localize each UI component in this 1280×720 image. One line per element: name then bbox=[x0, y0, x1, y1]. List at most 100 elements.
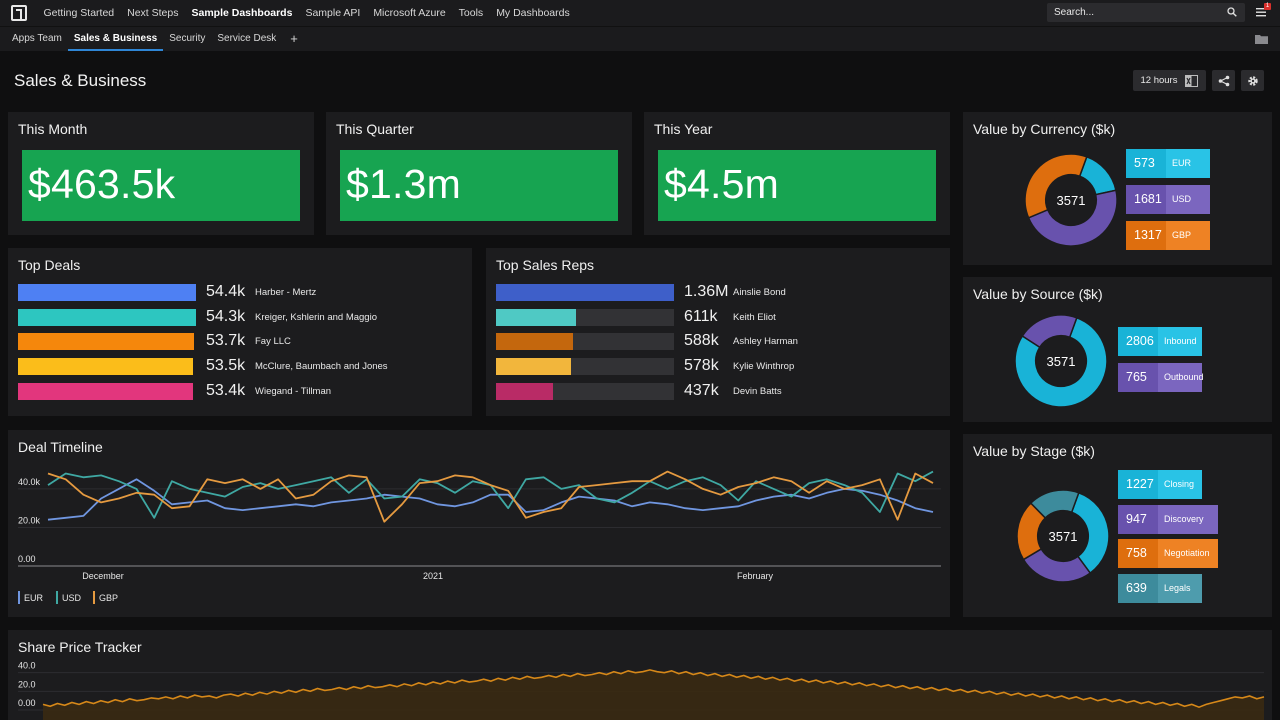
value-by-source-panel: Value by Source ($k) 3571 2806 Inbound 765 O… bbox=[963, 277, 1272, 422]
kpi-tile: $1.3m bbox=[340, 150, 618, 221]
gear-icon bbox=[1247, 75, 1258, 86]
tab-service-desk[interactable]: Service Desk bbox=[217, 33, 277, 44]
legend-swatch bbox=[93, 591, 95, 604]
legend-label: Outbound bbox=[1158, 363, 1204, 392]
donut-slice-usd[interactable] bbox=[1027, 189, 1118, 247]
donut-chart: 3571 bbox=[1024, 153, 1118, 247]
bar-label: Wiegand - Tillman bbox=[255, 385, 332, 397]
kpi-title: This Year bbox=[654, 121, 713, 137]
series-line-gbp[interactable] bbox=[47, 470, 934, 523]
bar-fill bbox=[18, 358, 193, 376]
legend-item-eur[interactable]: 573 EUR bbox=[1126, 149, 1210, 178]
nav-item-sample-dashboards[interactable]: Sample Dashboards bbox=[191, 7, 293, 19]
legend-label: USD bbox=[1166, 185, 1210, 214]
kpi-title: This Month bbox=[18, 121, 88, 137]
nav-item-my-dashboards[interactable]: My Dashboards bbox=[496, 7, 570, 19]
tab-sales-business[interactable]: Sales & Business bbox=[67, 27, 164, 51]
bar-row: 53.7k Fay LLC bbox=[18, 332, 458, 351]
bar-value: 437k bbox=[684, 381, 719, 399]
nav-item-microsoft-azure[interactable]: Microsoft Azure bbox=[373, 7, 446, 19]
legend-value: 758 bbox=[1118, 539, 1158, 568]
donut-total: 3571 bbox=[1049, 529, 1078, 544]
search-input[interactable]: Search... bbox=[1047, 3, 1245, 22]
deal-timeline-panel: Deal Timeline 0.00 20.0k 40.0k December 2021… bbox=[8, 430, 950, 617]
share-price-chart: 0.00 20.0 40.0 bbox=[18, 661, 1265, 720]
bar-row: 53.4k Wiegand - Tillman bbox=[18, 382, 458, 400]
nav-item-tools[interactable]: Tools bbox=[458, 7, 484, 19]
dashboard-tabs: Apps Team Sales & Business Security Serv… bbox=[0, 26, 1280, 51]
donut-slice-inbound[interactable] bbox=[1014, 316, 1108, 408]
value-by-currency-panel: Value by Currency ($k) 3571 573 EUR 1681 USD… bbox=[963, 112, 1272, 265]
kpi-value: $463.5k bbox=[28, 161, 176, 207]
legend-item-negotiation[interactable]: 758 Negotiation bbox=[1118, 539, 1218, 568]
legend-item-gbp[interactable]: 1317 GBP bbox=[1126, 221, 1210, 250]
app-logo-icon[interactable] bbox=[11, 5, 27, 21]
notification-badge[interactable]: 1 bbox=[1264, 3, 1271, 10]
page-title: Sales & Business bbox=[14, 71, 147, 90]
bar-label: Kylie Winthrop bbox=[733, 361, 795, 373]
menu-icon[interactable] bbox=[1256, 6, 1268, 18]
bar-fill bbox=[496, 308, 576, 326]
bar-row: 437k Devin Batts bbox=[496, 381, 936, 400]
legend-label[interactable]: USD bbox=[62, 593, 82, 603]
bar-label: Ainslie Bond bbox=[733, 287, 786, 298]
bar-row: 54.3k Kreiger, Kshlerin and Maggio bbox=[18, 308, 458, 326]
timeframe-selector[interactable]: 12 hours bbox=[1133, 70, 1206, 91]
nav-item-sample-api[interactable]: Sample API bbox=[305, 7, 361, 19]
donut-slice-gbp[interactable] bbox=[1024, 153, 1088, 219]
panel-title: Value by Stage ($k) bbox=[973, 443, 1095, 459]
bar-fill bbox=[18, 333, 194, 351]
bar-label: Fay LLC bbox=[255, 336, 291, 348]
legend-item-outbound[interactable]: 765 Outbound bbox=[1118, 363, 1204, 392]
bar-fill bbox=[18, 382, 193, 400]
y-tick-label: 0.00 bbox=[18, 698, 36, 708]
kpi-title: This Quarter bbox=[336, 121, 414, 137]
excel-export-icon[interactable] bbox=[1185, 74, 1199, 87]
donut-slice-outbound[interactable] bbox=[1021, 314, 1078, 349]
y-tick-label: 40.0k bbox=[18, 477, 41, 487]
settings-button[interactable] bbox=[1241, 70, 1264, 91]
legend-label[interactable]: EUR bbox=[24, 593, 44, 603]
donut-hole bbox=[1036, 336, 1086, 386]
bar-label: Harber - Mertz bbox=[255, 287, 317, 298]
legend-item-inbound[interactable]: 2806 Inbound bbox=[1118, 327, 1202, 356]
kpi-tile: $4.5m bbox=[658, 150, 936, 221]
y-tick-label: 20.0k bbox=[18, 515, 41, 525]
nav-item-getting-started[interactable]: Getting Started bbox=[43, 7, 115, 19]
bar-fill bbox=[496, 333, 573, 351]
legend-item-usd[interactable]: 1681 USD bbox=[1126, 185, 1210, 214]
panel-title: Value by Source ($k) bbox=[973, 286, 1103, 302]
add-tab-button[interactable]: + bbox=[290, 31, 298, 46]
bar-row: 611k Keith Eliot bbox=[496, 308, 936, 326]
legend-item-legals[interactable]: 639 Legals bbox=[1118, 573, 1202, 603]
tab-apps-team[interactable]: Apps Team bbox=[12, 33, 62, 44]
search-icon[interactable] bbox=[1227, 7, 1237, 17]
series-line-eur[interactable] bbox=[47, 478, 934, 521]
y-tick-label: 0.00 bbox=[18, 554, 36, 564]
tab-security[interactable]: Security bbox=[169, 33, 206, 44]
share-icon bbox=[1218, 75, 1229, 86]
legend-item-discovery[interactable]: 947 Discovery bbox=[1118, 504, 1218, 534]
donut-total: 3571 bbox=[1057, 193, 1086, 208]
share-button[interactable] bbox=[1212, 70, 1235, 91]
kpi-panel-this-month: This Month $463.5k bbox=[8, 112, 314, 235]
bar-value: 53.7k bbox=[206, 332, 246, 350]
top-nav: Getting Started Next Steps Sample Dashbo… bbox=[0, 0, 1280, 26]
folder-icon[interactable] bbox=[1255, 34, 1268, 44]
bar-fill bbox=[496, 382, 553, 400]
legend-value: 1227 bbox=[1118, 470, 1158, 499]
legend-item-closing[interactable]: 1227 Closing bbox=[1118, 470, 1202, 499]
legend-label: Discovery bbox=[1158, 504, 1218, 534]
donut-slice-legals[interactable] bbox=[1029, 489, 1080, 519]
deal-timeline-chart: 0.00 20.0k 40.0k December 2021 February EUR USD… bbox=[18, 470, 941, 604]
legend-value: 639 bbox=[1118, 573, 1158, 603]
bar-fill bbox=[496, 284, 674, 301]
bar-value: 578k bbox=[684, 357, 719, 375]
share-price-line[interactable] bbox=[42, 669, 1265, 709]
legend-label[interactable]: GBP bbox=[99, 593, 118, 603]
legend-value: 1681 bbox=[1126, 185, 1166, 214]
nav-item-next-steps[interactable]: Next Steps bbox=[127, 7, 179, 19]
x-tick-label: 2021 bbox=[423, 571, 443, 581]
donut-chart: 3571 bbox=[1014, 314, 1108, 408]
kpi-tile: $463.5k bbox=[22, 150, 300, 221]
